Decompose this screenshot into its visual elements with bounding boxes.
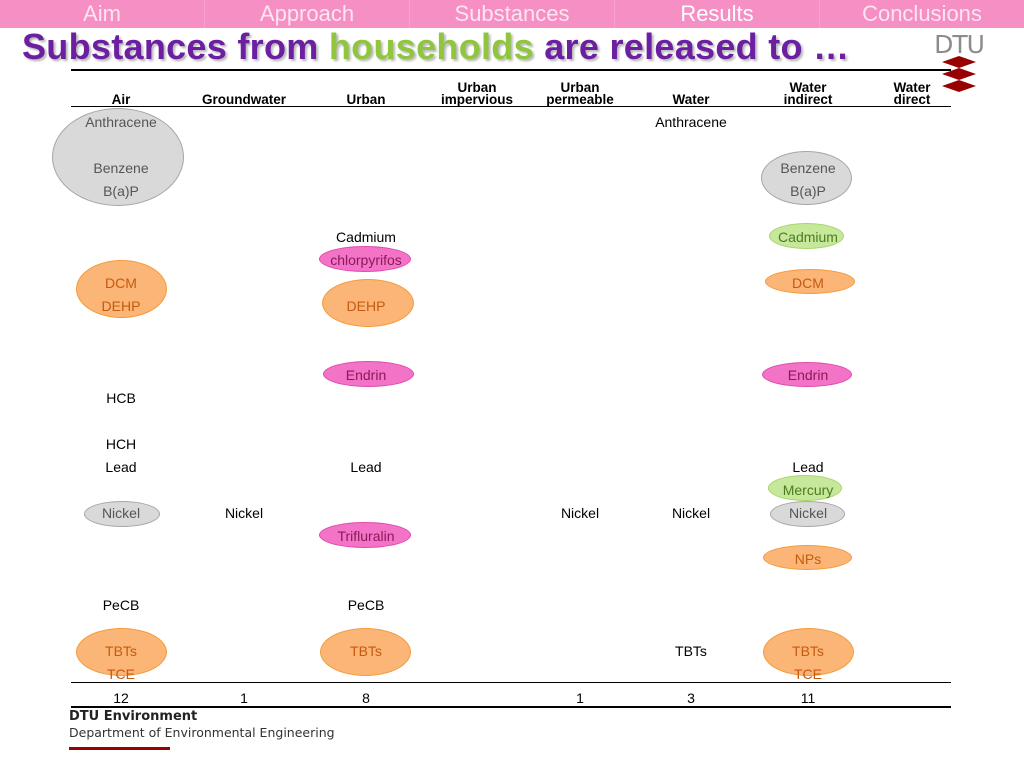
substance-cell: Mercury xyxy=(782,482,834,498)
total-urban: 8 xyxy=(362,690,370,706)
total-air: 12 xyxy=(113,690,129,706)
substance-cell: B(a)P xyxy=(790,183,826,199)
substance-cell: DEHP xyxy=(101,298,141,314)
total-water-indirect: 11 xyxy=(800,690,816,706)
substance-cell: TCE xyxy=(794,666,822,682)
substance-cell: Cadmium xyxy=(336,229,396,245)
substance-cell: Nickel xyxy=(788,505,828,521)
substance-cell: Lead xyxy=(105,459,137,475)
substance-cell: DCM xyxy=(792,275,824,291)
highlight-oval-orange xyxy=(765,269,855,294)
header-rule xyxy=(71,106,951,107)
totals-rule xyxy=(71,682,951,683)
table-bottom-rule xyxy=(71,706,951,708)
nav-item-aim[interactable]: Aim xyxy=(0,0,205,28)
highlight-oval-grey xyxy=(770,501,845,527)
highlight-oval-orange xyxy=(76,260,167,318)
substance-cell: Nickel xyxy=(560,505,600,521)
col-header-urban-permeable: Urban permeable xyxy=(546,80,614,107)
substance-cell: Cadmium xyxy=(778,229,838,245)
substance-cell: TBTs xyxy=(792,643,824,659)
substance-cell: chlorpyrifos xyxy=(330,252,402,268)
substance-cell: HCB xyxy=(106,390,136,406)
footer-org: DTU Environment xyxy=(69,709,198,724)
substance-cell: HCH xyxy=(105,436,137,452)
footer-accent-bar xyxy=(69,747,170,750)
substance-cell: Endrin xyxy=(787,367,829,383)
substance-cell: PeCB xyxy=(102,597,140,613)
nav-item-substances[interactable]: Substances xyxy=(410,0,615,28)
col-header-water-direct: Water direct xyxy=(893,80,931,107)
substance-cell: TBTs xyxy=(105,643,137,659)
substance-cell: TBTs xyxy=(350,643,382,659)
col-header-air: Air xyxy=(111,92,131,107)
highlight-oval-grey xyxy=(52,108,184,206)
substance-cell: Benzene xyxy=(780,160,836,176)
highlight-oval-orange xyxy=(763,628,854,676)
highlight-oval-pink xyxy=(319,246,411,272)
substance-cell: PeCB xyxy=(347,597,385,613)
substance-cell: Nickel xyxy=(101,505,141,521)
col-header-water-indirect: Water indirect xyxy=(783,80,833,107)
col-header-groundwater: Groundwater xyxy=(201,92,286,107)
total-water: 3 xyxy=(687,690,695,706)
table-top-rule xyxy=(71,69,951,71)
substance-cell: DEHP xyxy=(346,298,386,314)
substance-cell: Endrin xyxy=(345,367,387,383)
substance-cell: Benzene xyxy=(93,160,149,176)
highlight-oval-green xyxy=(769,223,844,249)
substance-cell: Nickel xyxy=(224,505,264,521)
substance-cell: Anthracene xyxy=(85,114,157,130)
nav-item-conclusions[interactable]: Conclusions xyxy=(862,1,982,26)
slide-title: Substances from households are released … xyxy=(22,26,849,68)
col-header-water: Water xyxy=(672,92,710,107)
substance-cell: Nickel xyxy=(671,505,711,521)
highlight-oval-grey xyxy=(84,501,160,527)
logo-mark-icon xyxy=(942,56,976,92)
footer-dept: Department of Environmental Engineering xyxy=(69,725,335,740)
highlight-oval-pink xyxy=(762,362,852,387)
highlight-oval-pink xyxy=(323,361,414,387)
top-nav: Aim Approach Substances Results Conclusi… xyxy=(0,0,1024,28)
total-urban-permeable: 1 xyxy=(576,690,584,706)
substance-cell: Trifluralin xyxy=(337,528,395,544)
highlight-oval-orange xyxy=(76,628,167,676)
substance-cell: DCM xyxy=(105,275,137,291)
total-groundwater: 1 xyxy=(240,690,248,706)
col-header-urban-impervious: Urban impervious xyxy=(440,80,514,107)
highlight-oval-orange xyxy=(320,628,411,676)
title-part1: Substances from xyxy=(22,26,329,67)
highlight-oval-pink xyxy=(319,522,411,548)
highlight-oval-orange xyxy=(763,545,852,570)
substance-cell: Lead xyxy=(350,459,382,475)
col-header-urban: Urban xyxy=(346,92,386,107)
title-highlight: households xyxy=(328,26,534,67)
title-part2: are released to … xyxy=(533,26,850,67)
highlight-oval-orange xyxy=(322,279,414,327)
substance-cell: B(a)P xyxy=(103,183,139,199)
substance-cell: Lead xyxy=(792,459,824,475)
substance-cell: TCE xyxy=(107,666,135,682)
dtu-logo: DTU xyxy=(934,30,985,92)
substance-cell: TBTs xyxy=(675,643,707,659)
highlight-oval-grey xyxy=(761,151,852,205)
nav-item-approach[interactable]: Approach xyxy=(205,0,410,28)
logo-text: DTU xyxy=(934,30,985,59)
nav-item-results[interactable]: Results xyxy=(615,0,820,28)
substance-cell: Anthracene xyxy=(655,114,727,130)
substance-cell: NPs xyxy=(794,551,822,567)
